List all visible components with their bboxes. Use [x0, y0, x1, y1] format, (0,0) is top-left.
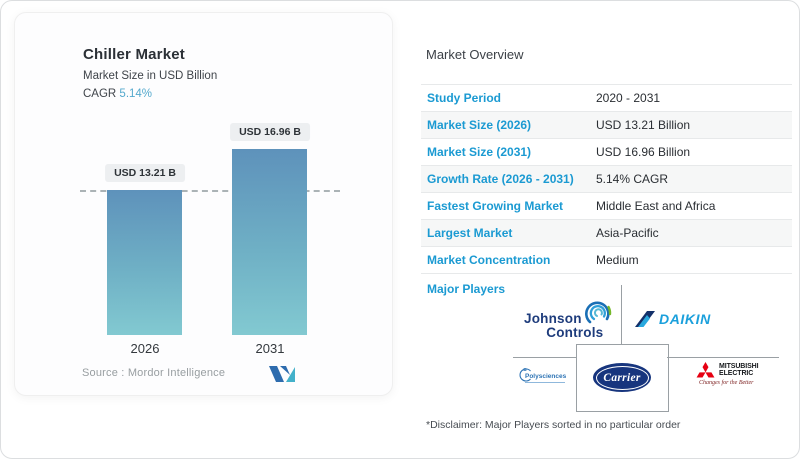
table-row: Largest Market Asia-Pacific — [421, 220, 792, 247]
johnson-controls-wordmark: Johnson — [524, 311, 582, 326]
mitsubishi-wordmark: MITSUBISHI ELECTRIC — [719, 362, 759, 378]
row-label: Market Concentration — [427, 253, 551, 267]
row-label: Growth Rate (2026 - 2031) — [427, 172, 574, 186]
bar-2031 — [232, 149, 307, 335]
chart-title: Chiller Market — [83, 46, 185, 63]
x-axis-tick-2026: 2026 — [130, 341, 160, 356]
bar-value-label-2031: USD 16.96 B — [230, 123, 310, 141]
polysciences-logo: Polysciences — [518, 365, 568, 391]
polysciences-underline — [525, 382, 565, 383]
cagr-label: CAGR — [83, 88, 120, 100]
table-row: Growth Rate (2026 - 2031) 5.14% CAGR — [421, 166, 792, 193]
polysciences-wordmark: Polysciences — [525, 373, 567, 380]
johnson-controls-swirl-icon — [584, 299, 612, 326]
players-divider-vertical — [621, 285, 622, 344]
table-row: Market Concentration Medium — [421, 247, 792, 274]
daikin-flag-icon — [634, 310, 656, 328]
row-label: Largest Market — [427, 226, 513, 240]
x-axis-tick-2031: 2031 — [255, 341, 285, 356]
row-value: 2020 - 2031 — [596, 91, 661, 105]
daikin-logo: DAIKIN — [634, 310, 711, 328]
johnson-controls-logo: Johnson Controls — [524, 299, 612, 340]
row-value: USD 13.21 Billion — [596, 118, 691, 132]
chart-subtitle: Market Size in USD Billion — [83, 70, 218, 82]
table-row: Fastest Growing Market Middle East and Af… — [421, 193, 792, 220]
row-label: Market Size (2031) — [427, 145, 532, 159]
bar-value-label-2026: USD 13.21 B — [105, 164, 185, 182]
daikin-wordmark: DAIKIN — [659, 311, 711, 327]
bar-2026 — [107, 190, 182, 335]
row-value: Middle East and Africa — [596, 199, 716, 213]
mitsubishi-electric-logo: MITSUBISHI ELECTRIC Changes for the Bett… — [695, 362, 759, 386]
row-value: Medium — [596, 253, 639, 267]
players-divider-left — [513, 357, 576, 358]
row-label: Study Period — [427, 91, 502, 105]
overview-table: Study Period 2020 - 2031 Market Size (202… — [421, 84, 792, 274]
players-divider-right — [667, 357, 779, 358]
reference-dashed-line — [80, 190, 340, 192]
row-label: Fastest Growing Market — [427, 199, 564, 213]
players-disclaimer: *Disclaimer: Major Players sorted in no … — [426, 419, 681, 431]
bar-chart-plot-area: USD 13.21 B USD 16.96 B — [15, 13, 392, 335]
chart-card: Chiller Market Market Size in USD Billio… — [14, 12, 393, 396]
row-value: Asia-Pacific — [596, 226, 659, 240]
mitsubishi-three-diamonds-icon — [695, 362, 716, 378]
carrier-wordmark: Carrier — [603, 371, 641, 384]
row-value: USD 16.96 Billion — [596, 145, 691, 159]
mordor-intelligence-logo-icon — [268, 362, 297, 387]
table-row: Market Size (2026) USD 13.21 Billion — [421, 112, 792, 139]
johnson-controls-wordmark: Controls — [546, 325, 604, 340]
source-caption: Source : Mordor Intelligence — [82, 367, 226, 379]
row-value: 5.14% CAGR — [596, 172, 669, 186]
mitsubishi-tagline: Changes for the Better — [699, 380, 754, 386]
chart-cagr-line: CAGR 5.14% — [83, 88, 152, 100]
carrier-logo: Carrier — [593, 363, 651, 392]
major-players-label: Major Players — [427, 282, 506, 296]
cagr-value: 5.14% — [119, 88, 153, 100]
table-row: Market Size (2031) USD 16.96 Billion — [421, 139, 792, 166]
row-label: Market Size (2026) — [427, 118, 532, 132]
overview-heading: Market Overview — [426, 47, 524, 62]
table-row: Study Period 2020 - 2031 — [421, 85, 792, 112]
